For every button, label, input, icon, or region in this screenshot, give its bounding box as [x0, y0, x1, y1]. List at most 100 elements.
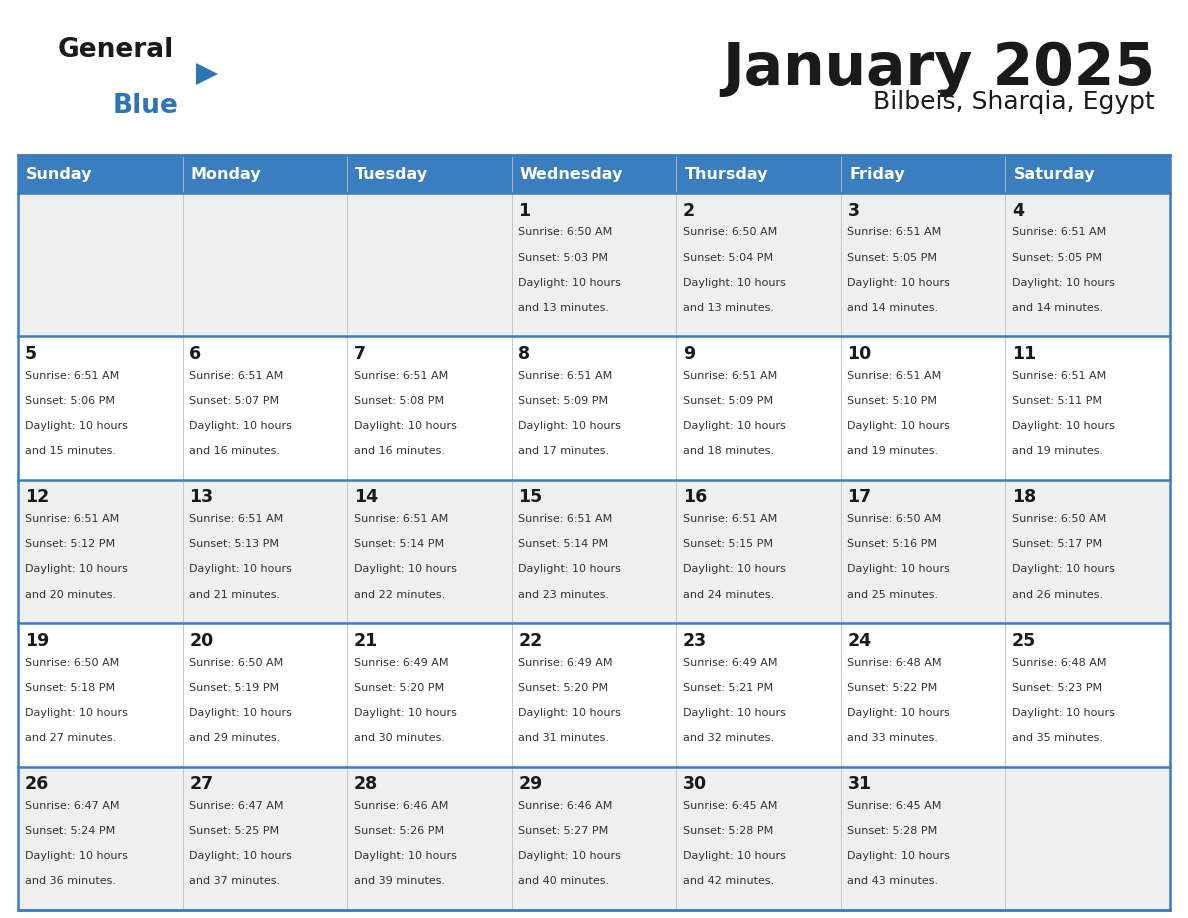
Text: and 15 minutes.: and 15 minutes. [25, 446, 115, 456]
Text: 4: 4 [1012, 202, 1024, 219]
Text: Tuesday: Tuesday [355, 166, 429, 182]
Text: Daylight: 10 hours: Daylight: 10 hours [518, 851, 621, 861]
Text: Daylight: 10 hours: Daylight: 10 hours [683, 565, 785, 575]
Text: Sunrise: 6:49 AM: Sunrise: 6:49 AM [518, 657, 613, 667]
Text: 27: 27 [189, 775, 214, 793]
Text: 5: 5 [25, 345, 37, 363]
Text: Daylight: 10 hours: Daylight: 10 hours [847, 565, 950, 575]
Text: 21: 21 [354, 632, 378, 650]
Text: Sunset: 5:14 PM: Sunset: 5:14 PM [518, 539, 608, 549]
Text: Daylight: 10 hours: Daylight: 10 hours [1012, 565, 1114, 575]
Text: Sunset: 5:03 PM: Sunset: 5:03 PM [518, 252, 608, 263]
Text: 30: 30 [683, 775, 707, 793]
Text: General: General [58, 37, 175, 63]
Text: Daylight: 10 hours: Daylight: 10 hours [518, 565, 621, 575]
Text: and 39 minutes.: and 39 minutes. [354, 877, 444, 886]
Bar [347, 155, 512, 193]
Text: and 32 minutes.: and 32 minutes. [683, 733, 775, 743]
Text: and 13 minutes.: and 13 minutes. [518, 303, 609, 313]
Bar [18, 767, 1170, 910]
Text: Sunset: 5:24 PM: Sunset: 5:24 PM [25, 826, 115, 836]
Text: Sunrise: 6:51 AM: Sunrise: 6:51 AM [189, 371, 284, 381]
Text: Sunrise: 6:50 AM: Sunrise: 6:50 AM [189, 657, 284, 667]
Text: Daylight: 10 hours: Daylight: 10 hours [189, 565, 292, 575]
Text: Sunset: 5:10 PM: Sunset: 5:10 PM [847, 396, 937, 406]
Text: and 17 minutes.: and 17 minutes. [518, 446, 609, 456]
Text: Sunrise: 6:51 AM: Sunrise: 6:51 AM [1012, 371, 1106, 381]
Text: and 22 minutes.: and 22 minutes. [354, 589, 446, 599]
Text: and 13 minutes.: and 13 minutes. [683, 303, 773, 313]
Text: and 31 minutes.: and 31 minutes. [518, 733, 609, 743]
Text: and 40 minutes.: and 40 minutes. [518, 877, 609, 886]
Text: and 16 minutes.: and 16 minutes. [354, 446, 444, 456]
Text: Wednesday: Wednesday [520, 166, 624, 182]
Text: Sunrise: 6:48 AM: Sunrise: 6:48 AM [847, 657, 942, 667]
Text: and 19 minutes.: and 19 minutes. [847, 446, 939, 456]
Text: Sunrise: 6:50 AM: Sunrise: 6:50 AM [1012, 514, 1106, 524]
Text: 7: 7 [354, 345, 366, 363]
Text: Sunset: 5:23 PM: Sunset: 5:23 PM [1012, 683, 1102, 693]
Text: Sunrise: 6:47 AM: Sunrise: 6:47 AM [25, 801, 119, 811]
Text: Sunday: Sunday [26, 166, 93, 182]
Text: 12: 12 [25, 488, 49, 507]
Text: Daylight: 10 hours: Daylight: 10 hours [25, 421, 127, 431]
Text: Sunrise: 6:50 AM: Sunrise: 6:50 AM [847, 514, 942, 524]
Text: Sunset: 5:05 PM: Sunset: 5:05 PM [847, 252, 937, 263]
Bar [18, 155, 1170, 910]
Text: Daylight: 10 hours: Daylight: 10 hours [518, 421, 621, 431]
Text: Daylight: 10 hours: Daylight: 10 hours [683, 851, 785, 861]
Text: 29: 29 [518, 775, 543, 793]
Text: 11: 11 [1012, 345, 1036, 363]
Text: Sunset: 5:28 PM: Sunset: 5:28 PM [683, 826, 773, 836]
Text: Sunset: 5:13 PM: Sunset: 5:13 PM [189, 539, 279, 549]
Text: Sunset: 5:28 PM: Sunset: 5:28 PM [847, 826, 937, 836]
Text: and 37 minutes.: and 37 minutes. [189, 877, 280, 886]
Text: Daylight: 10 hours: Daylight: 10 hours [847, 277, 950, 287]
Text: Daylight: 10 hours: Daylight: 10 hours [25, 851, 127, 861]
Text: Sunrise: 6:45 AM: Sunrise: 6:45 AM [847, 801, 942, 811]
Text: Sunrise: 6:51 AM: Sunrise: 6:51 AM [354, 371, 448, 381]
Text: Thursday: Thursday [684, 166, 767, 182]
Text: and 42 minutes.: and 42 minutes. [683, 877, 775, 886]
Text: 28: 28 [354, 775, 378, 793]
Text: 20: 20 [189, 632, 214, 650]
Text: Daylight: 10 hours: Daylight: 10 hours [683, 277, 785, 287]
Text: 15: 15 [518, 488, 543, 507]
Text: 23: 23 [683, 632, 707, 650]
Text: Daylight: 10 hours: Daylight: 10 hours [189, 421, 292, 431]
Bar [18, 193, 1170, 336]
Bar [841, 155, 1005, 193]
Text: Daylight: 10 hours: Daylight: 10 hours [847, 851, 950, 861]
Text: 1: 1 [518, 202, 530, 219]
Text: January 2025: January 2025 [722, 40, 1155, 97]
Text: Sunset: 5:16 PM: Sunset: 5:16 PM [847, 539, 937, 549]
Text: Daylight: 10 hours: Daylight: 10 hours [189, 708, 292, 718]
Text: Sunrise: 6:49 AM: Sunrise: 6:49 AM [354, 657, 448, 667]
Text: Sunrise: 6:51 AM: Sunrise: 6:51 AM [354, 514, 448, 524]
Text: Sunrise: 6:50 AM: Sunrise: 6:50 AM [683, 228, 777, 238]
Text: Daylight: 10 hours: Daylight: 10 hours [683, 421, 785, 431]
Text: and 36 minutes.: and 36 minutes. [25, 877, 115, 886]
Text: Daylight: 10 hours: Daylight: 10 hours [683, 708, 785, 718]
Text: Sunset: 5:12 PM: Sunset: 5:12 PM [25, 539, 115, 549]
Text: Sunset: 5:18 PM: Sunset: 5:18 PM [25, 683, 115, 693]
Bar [183, 155, 347, 193]
Text: Daylight: 10 hours: Daylight: 10 hours [518, 277, 621, 287]
Text: 13: 13 [189, 488, 214, 507]
Text: Sunset: 5:27 PM: Sunset: 5:27 PM [518, 826, 608, 836]
Text: Monday: Monday [191, 166, 261, 182]
Text: Daylight: 10 hours: Daylight: 10 hours [847, 708, 950, 718]
Text: 17: 17 [847, 488, 872, 507]
Text: Sunrise: 6:51 AM: Sunrise: 6:51 AM [25, 371, 119, 381]
Text: Daylight: 10 hours: Daylight: 10 hours [1012, 708, 1114, 718]
Text: Blue: Blue [113, 93, 179, 119]
Text: Bilbeis, Sharqia, Egypt: Bilbeis, Sharqia, Egypt [873, 90, 1155, 114]
Bar [18, 623, 1170, 767]
Text: Daylight: 10 hours: Daylight: 10 hours [354, 421, 456, 431]
Text: 26: 26 [25, 775, 49, 793]
Text: Sunrise: 6:51 AM: Sunrise: 6:51 AM [847, 228, 942, 238]
Text: Sunrise: 6:47 AM: Sunrise: 6:47 AM [189, 801, 284, 811]
Text: and 18 minutes.: and 18 minutes. [683, 446, 775, 456]
Text: Sunset: 5:08 PM: Sunset: 5:08 PM [354, 396, 444, 406]
Text: 6: 6 [189, 345, 201, 363]
